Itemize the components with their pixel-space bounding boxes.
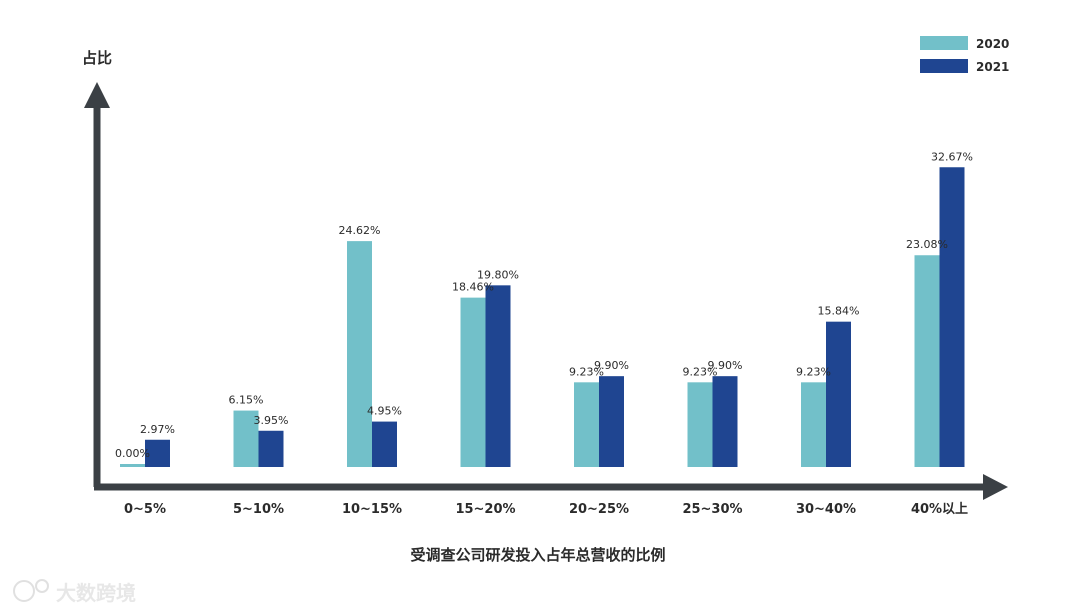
- bar-2021-4: [599, 376, 624, 467]
- x-tick-label-2: 10~15%: [342, 502, 402, 517]
- bar-2021-0: [145, 439, 170, 467]
- legend: 2020 2021: [920, 36, 1009, 74]
- x-tick-label-0: 0~5%: [124, 502, 166, 517]
- bar-2020-1: [233, 410, 259, 467]
- value-label-2021-5: 9.90%: [708, 359, 743, 372]
- bar-2020-2: [347, 241, 372, 467]
- watermark-logo-icon: [13, 580, 35, 602]
- value-label-2020-4: 9.23%: [569, 365, 604, 378]
- value-label-2020-0: 0.00%: [115, 447, 150, 460]
- x-tick-label-3: 15~20%: [455, 502, 515, 517]
- bar-2021-3: [485, 285, 511, 467]
- x-tick-label-5: 25~30%: [682, 502, 742, 517]
- bar-2020-5: [687, 382, 713, 467]
- watermark: 大数跨境: [13, 579, 136, 605]
- value-label-2020-7: 23.08%: [906, 238, 948, 251]
- x-axis-arrow: [983, 474, 1008, 500]
- legend-label-2020: 2020: [976, 37, 1009, 51]
- bars-group: [120, 167, 965, 467]
- y-axis-arrow: [84, 82, 110, 108]
- bar-2021-7: [939, 167, 965, 467]
- value-label-2020-3: 18.46%: [452, 281, 494, 294]
- x-tick-label-6: 30~40%: [796, 502, 856, 517]
- value-label-2020-5: 9.23%: [683, 365, 718, 378]
- value-label-2021-7: 32.67%: [931, 150, 973, 163]
- bar-2020-4: [574, 382, 599, 467]
- x-tick-label-7: 40%以上: [911, 502, 968, 517]
- value-label-2021-0: 2.97%: [140, 423, 175, 436]
- bar-2021-6: [826, 321, 851, 467]
- legend-swatch-2020: [920, 36, 968, 50]
- x-tick-label-4: 20~25%: [569, 502, 629, 517]
- bar-2020-0: [120, 464, 145, 467]
- value-label-2021-3: 19.80%: [477, 268, 519, 281]
- x-tick-labels-group: 0~5% 5~10% 10~15% 15~20% 20~25% 25~30% 30~40% 4…: [124, 502, 968, 517]
- bar-2021-5: [712, 376, 738, 467]
- legend-swatch-2021: [920, 59, 968, 73]
- bar-2020-3: [460, 297, 486, 467]
- watermark-text: 大数跨境: [56, 581, 136, 605]
- y-axis-title: 占比: [82, 49, 112, 67]
- watermark-logo-icon-dot: [35, 579, 49, 593]
- value-label-2021-2: 4.95%: [367, 405, 402, 418]
- value-label-2021-6: 15.84%: [818, 305, 860, 318]
- bar-2021-2: [372, 421, 397, 467]
- value-label-2021-4: 9.90%: [594, 359, 629, 372]
- value-labels-group: 0.00% 2.97% 6.15% 3.95% 24.62% 4.95% 18.46%19.…: [115, 150, 973, 460]
- legend-label-2021: 2021: [976, 60, 1009, 74]
- value-label-2020-2: 24.62%: [339, 224, 381, 237]
- bar-2020-7: [914, 255, 940, 467]
- bar-2020-6: [801, 382, 826, 467]
- bar-2021-1: [258, 430, 284, 467]
- x-tick-label-1: 5~10%: [233, 502, 284, 517]
- x-axis-title: 受调查公司研发投入占年总营收的比例: [410, 546, 665, 564]
- value-label-2020-1: 6.15%: [229, 394, 264, 407]
- value-label-2020-6: 9.23%: [796, 365, 831, 378]
- value-label-2021-1: 3.95%: [254, 414, 289, 427]
